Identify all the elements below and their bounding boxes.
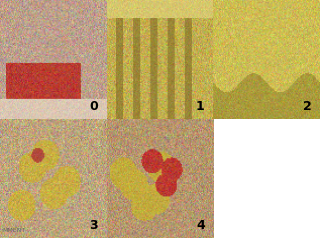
Text: 0: 0 xyxy=(89,100,98,113)
Text: 2: 2 xyxy=(303,100,311,113)
Text: 3: 3 xyxy=(90,219,98,232)
Text: 1: 1 xyxy=(196,100,205,113)
Text: 4: 4 xyxy=(196,219,205,232)
Text: MMENT: MMENT xyxy=(2,228,25,233)
